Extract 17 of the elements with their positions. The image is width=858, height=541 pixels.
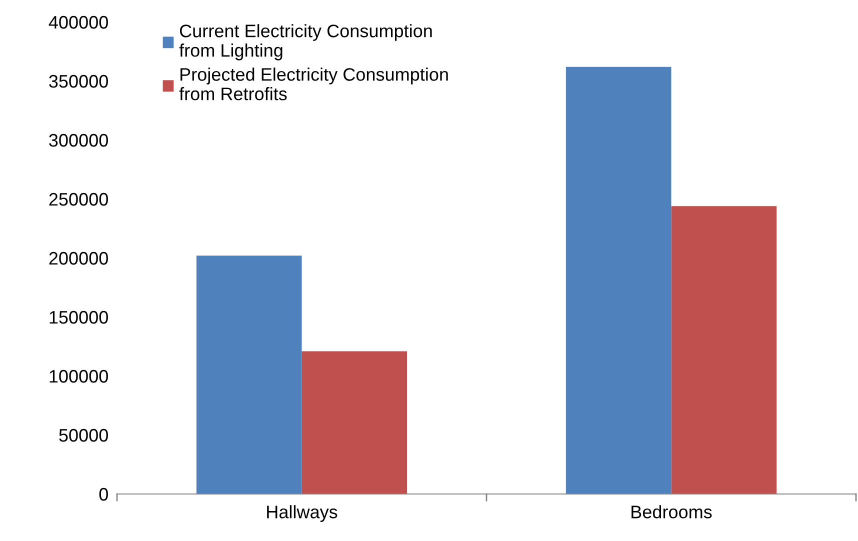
y-tick-label: 0 — [99, 488, 108, 501]
legend-label: Projected Electricity Consumption from Retrofits — [179, 68, 448, 100]
bar — [566, 66, 672, 494]
y-tick-label: 50000 — [59, 428, 108, 442]
y-tick-label: 400000 — [48, 16, 108, 29]
y-tick-label: 100000 — [50, 370, 108, 383]
bar — [671, 206, 777, 494]
x-tick-label: Hallways — [267, 505, 338, 522]
y-tick-label: 250000 — [49, 192, 108, 206]
bar — [196, 256, 302, 494]
y-tick-label: 150000 — [50, 310, 108, 324]
bar — [302, 351, 408, 494]
y-tick-label: 300000 — [49, 134, 108, 147]
y-tick-label: 350000 — [49, 74, 108, 88]
x-tick-label: Bedrooms — [632, 505, 712, 518]
y-tick-label: 200000 — [49, 252, 108, 265]
legend-label: Current Electricity Consumption from Lighting — [179, 24, 432, 60]
